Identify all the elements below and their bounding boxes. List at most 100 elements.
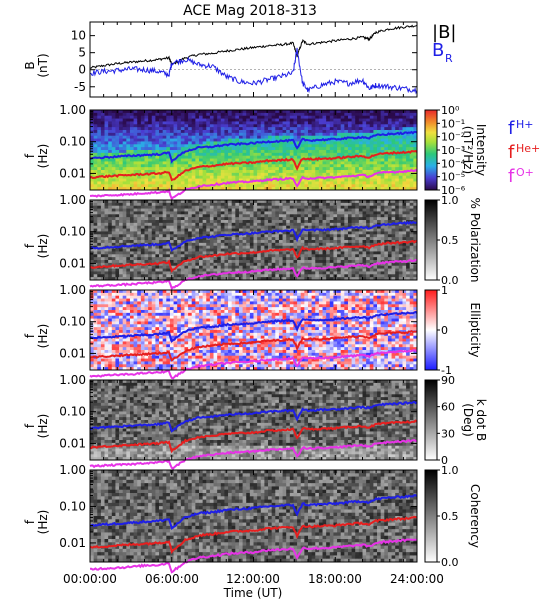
heatmap-cell	[283, 223, 287, 226]
heatmap-cell	[243, 249, 247, 252]
heatmap-cell	[348, 229, 352, 232]
heatmap-cell	[206, 263, 210, 266]
heatmap-cell	[268, 246, 272, 249]
heatmap-cell	[232, 124, 236, 127]
heatmap-cell	[264, 116, 268, 119]
heatmap-cell	[101, 217, 105, 220]
heatmap-cell	[257, 260, 261, 263]
heatmap-cell	[192, 271, 196, 274]
heatmap-cell	[148, 231, 152, 234]
heatmap-cell	[315, 141, 319, 144]
heatmap-cell	[184, 139, 188, 142]
heatmap-cell	[192, 269, 196, 272]
heatmap-cell	[134, 223, 138, 226]
heatmap-cell	[366, 184, 370, 187]
heatmap-cell	[203, 176, 207, 179]
heatmap-cell	[250, 150, 254, 153]
heatmap-cell	[184, 153, 188, 156]
heatmap-cell	[145, 161, 149, 164]
heatmap-cell	[272, 116, 276, 119]
heatmap-cell	[337, 257, 341, 260]
heatmap-cell	[293, 260, 297, 263]
heatmap-cell	[217, 260, 221, 263]
heatmap-cell	[130, 147, 134, 150]
heatmap-cell	[174, 113, 178, 116]
heatmap-cell	[373, 144, 377, 147]
heatmap-cell	[406, 164, 410, 167]
legend-label-sub: R	[445, 52, 453, 65]
heatmap-cell	[126, 179, 130, 182]
heatmap-cell	[137, 179, 141, 182]
heatmap-cell	[115, 144, 119, 147]
heatmap-cell	[399, 119, 403, 122]
heatmap-cell	[123, 254, 127, 257]
heatmap-cell	[181, 133, 185, 136]
heatmap-cell	[112, 179, 116, 182]
heatmap-cell	[134, 274, 138, 277]
heatmap-cell	[192, 226, 196, 229]
heatmap-cell	[141, 113, 145, 116]
heatmap-cell	[370, 234, 374, 237]
heatmap-cell	[337, 121, 341, 124]
heatmap-cell	[134, 214, 138, 217]
heatmap-cell	[275, 133, 279, 136]
heatmap-cell	[381, 226, 385, 229]
heatmap-cell	[174, 130, 178, 133]
heatmap-cell	[123, 147, 127, 150]
heatmap-cell	[301, 260, 305, 263]
heatmap-cell	[123, 136, 127, 139]
heatmap-cell	[366, 121, 370, 124]
heatmap-cell	[359, 139, 363, 142]
y-tick-label: 0	[78, 63, 86, 77]
heatmap-cell	[348, 167, 352, 170]
heatmap-cell	[108, 217, 112, 220]
heatmap-cell	[395, 167, 399, 170]
heatmap-cell	[221, 159, 225, 162]
heatmap-cell	[341, 251, 345, 254]
heatmap-cell	[312, 119, 316, 122]
heatmap-cell	[373, 274, 377, 277]
heatmap-cell	[290, 274, 294, 277]
heatmap-cell	[210, 243, 214, 246]
heatmap-cell	[363, 229, 367, 232]
heatmap-cell	[286, 153, 290, 156]
heatmap-cell	[159, 234, 163, 237]
heatmap-cell	[112, 229, 116, 232]
heatmap-cell	[359, 176, 363, 179]
heatmap-cell	[381, 203, 385, 206]
heatmap-cell	[337, 217, 341, 220]
heatmap-cell	[301, 206, 305, 209]
heatmap-cell	[355, 181, 359, 184]
heatmap-cell	[94, 124, 98, 127]
heatmap-cell	[108, 243, 112, 246]
heatmap-cell	[254, 176, 258, 179]
heatmap-cell	[377, 209, 381, 212]
heatmap-cell	[381, 147, 385, 150]
heatmap-cell	[272, 181, 276, 184]
heatmap-cell	[224, 121, 228, 124]
heatmap-cell	[381, 231, 385, 234]
heatmap-cell	[221, 217, 225, 220]
heatmap-cell	[130, 223, 134, 226]
heatmap-cell	[108, 237, 112, 240]
heatmap-cell	[301, 133, 305, 136]
heatmap-cell	[301, 217, 305, 220]
heatmap-cell	[137, 211, 141, 214]
heatmap-cell	[344, 130, 348, 133]
heatmap-cell	[373, 231, 377, 234]
heatmap-cell	[228, 263, 232, 266]
heatmap-cell	[373, 257, 377, 260]
heatmap-cell	[308, 211, 312, 214]
heatmap-cell	[257, 220, 261, 223]
heatmap-cell	[206, 179, 210, 182]
heatmap-cell	[290, 263, 294, 266]
heatmap-cell	[159, 119, 163, 122]
heatmap-cell	[155, 113, 159, 116]
heatmap-cell	[330, 231, 334, 234]
heatmap-cell	[228, 240, 232, 243]
heatmap-cell	[308, 220, 312, 223]
heatmap-cell	[210, 231, 214, 234]
heatmap-cell	[126, 127, 130, 130]
heatmap-cell	[279, 127, 283, 130]
heatmap-cell	[105, 181, 109, 184]
